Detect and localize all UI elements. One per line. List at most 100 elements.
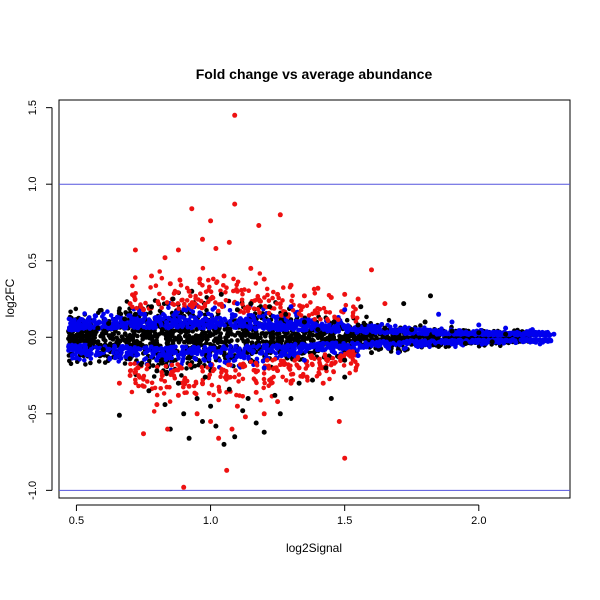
data-point bbox=[336, 419, 342, 424]
data-point bbox=[132, 247, 138, 253]
data-point-blue bbox=[165, 320, 170, 326]
data-point-red bbox=[338, 358, 343, 364]
data-point-blue bbox=[93, 345, 99, 350]
data-point-red bbox=[314, 373, 320, 379]
data-point bbox=[234, 403, 240, 409]
data-point-red bbox=[240, 291, 245, 297]
data-point-blue bbox=[348, 327, 354, 332]
data-point-blue bbox=[183, 344, 189, 350]
data-point-black bbox=[89, 332, 94, 338]
data-point-black bbox=[386, 317, 392, 323]
data-point bbox=[141, 307, 146, 313]
y-tick-label: -0.5 bbox=[27, 404, 39, 423]
data-point-blue bbox=[207, 325, 212, 331]
data-point bbox=[95, 325, 101, 331]
data-point bbox=[146, 388, 152, 394]
data-point-blue bbox=[296, 327, 301, 333]
data-point-blue bbox=[203, 316, 209, 321]
data-point-red bbox=[184, 298, 190, 303]
data-point-blue bbox=[81, 348, 86, 353]
data-point-red bbox=[154, 392, 160, 398]
data-point-black bbox=[241, 330, 247, 336]
data-point-blue bbox=[112, 344, 118, 350]
data-point bbox=[106, 321, 112, 326]
data-point bbox=[358, 304, 364, 310]
data-point-blue bbox=[533, 338, 538, 343]
data-point-red bbox=[170, 301, 175, 307]
data-point-black bbox=[148, 310, 153, 315]
x-tick-label: 2.0 bbox=[471, 515, 486, 527]
data-point-blue bbox=[315, 347, 320, 353]
data-point bbox=[127, 356, 133, 362]
data-point bbox=[355, 322, 361, 328]
data-point-blue bbox=[510, 337, 516, 343]
data-point-blue bbox=[177, 318, 182, 323]
data-point-red bbox=[216, 308, 221, 314]
data-point-red bbox=[167, 384, 172, 390]
data-point-blue bbox=[145, 348, 150, 354]
data-point-red bbox=[198, 298, 204, 304]
data-point-blue bbox=[197, 310, 202, 316]
data-point-blue bbox=[188, 314, 193, 319]
data-point bbox=[208, 296, 214, 302]
data-point-red bbox=[253, 360, 259, 366]
data-point-blue bbox=[181, 315, 186, 321]
data-point-blue bbox=[284, 327, 290, 333]
data-point-black bbox=[96, 359, 102, 364]
data-point-black bbox=[225, 333, 231, 339]
data-point bbox=[503, 331, 509, 337]
data-point-blue bbox=[196, 319, 202, 325]
data-point-blue bbox=[257, 350, 263, 356]
data-point-red bbox=[312, 317, 318, 322]
data-point bbox=[186, 435, 192, 441]
y-tick-label: -1.0 bbox=[27, 481, 39, 500]
data-point-blue bbox=[143, 356, 149, 361]
data-point-blue bbox=[458, 332, 464, 337]
data-point-black bbox=[68, 361, 74, 367]
data-point-red bbox=[202, 302, 208, 307]
data-point bbox=[382, 301, 388, 307]
data-point-red bbox=[242, 287, 247, 292]
data-point-blue bbox=[202, 344, 208, 350]
data-point-blue bbox=[289, 324, 295, 330]
data-point-black bbox=[241, 339, 246, 344]
data-point bbox=[551, 331, 557, 337]
data-point-red bbox=[221, 367, 226, 373]
data-point-blue bbox=[416, 331, 421, 336]
data-point-blue bbox=[402, 346, 407, 352]
data-point-black bbox=[144, 329, 149, 334]
data-point-blue bbox=[219, 346, 225, 352]
data-point-black bbox=[99, 307, 104, 313]
data-point-blue bbox=[119, 320, 124, 326]
data-point-black bbox=[167, 336, 172, 342]
data-point-black bbox=[229, 338, 234, 343]
data-point-blue bbox=[100, 320, 106, 325]
data-point-blue bbox=[307, 345, 313, 351]
data-point-red bbox=[261, 371, 267, 376]
data-point bbox=[436, 311, 442, 317]
data-point-red bbox=[233, 368, 238, 373]
data-point-blue bbox=[256, 343, 262, 348]
data-point-blue bbox=[379, 322, 385, 327]
data-point bbox=[288, 304, 294, 310]
data-point-red bbox=[354, 315, 360, 321]
data-point-blue bbox=[453, 339, 459, 344]
data-point bbox=[154, 357, 160, 363]
data-point-red bbox=[223, 298, 229, 303]
data-point-red bbox=[189, 300, 195, 305]
x-tick-label: 1.5 bbox=[337, 515, 352, 527]
data-point-red bbox=[353, 359, 358, 365]
data-point-red bbox=[270, 295, 275, 301]
data-point bbox=[449, 328, 455, 334]
data-point-red bbox=[288, 372, 294, 377]
data-point-black bbox=[78, 338, 83, 344]
data-point-blue bbox=[81, 325, 87, 331]
data-point-black bbox=[271, 335, 276, 341]
data-point-red bbox=[158, 386, 163, 391]
data-point-red bbox=[298, 313, 304, 318]
data-point-blue bbox=[170, 321, 175, 326]
data-point-red bbox=[181, 384, 186, 390]
data-point-black bbox=[110, 334, 115, 340]
data-point-blue bbox=[66, 316, 72, 322]
data-point-blue bbox=[82, 311, 87, 316]
